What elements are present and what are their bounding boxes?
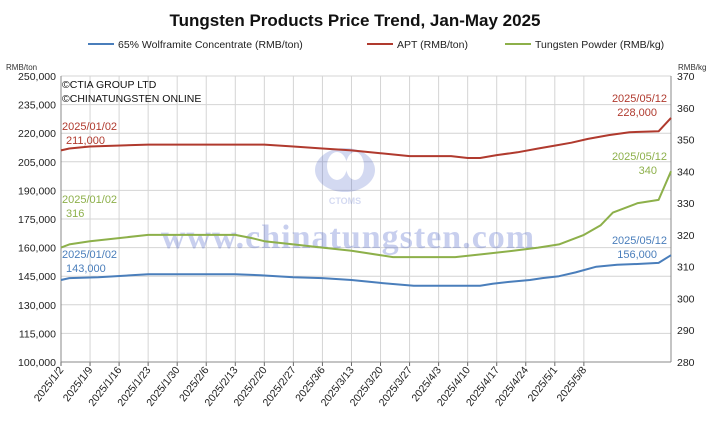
right-tick-label: 370 xyxy=(677,71,695,83)
annotation-value-1: 228,000 xyxy=(617,107,657,119)
right-axis-unit: RMB/kg xyxy=(678,63,706,72)
right-tick-label: 290 xyxy=(677,325,695,337)
series-line-2 xyxy=(60,170,672,259)
right-tick-label: 310 xyxy=(677,262,695,274)
legend: 65% Wolframite Concentrate (RMB/ton) APT … xyxy=(88,39,664,51)
annotation-date-5: 2025/05/12 xyxy=(612,235,667,247)
legend-label-1: APT (RMB/ton) xyxy=(397,39,468,51)
right-tick-label: 350 xyxy=(677,135,695,147)
left-tick-label: 115,000 xyxy=(19,328,56,340)
copyright-line-1: ©CTIA GROUP LTD xyxy=(62,79,157,91)
annotation-value-0: 211,000 xyxy=(66,135,105,147)
legend-label-2: Tungsten Powder (RMB/kg) xyxy=(535,39,664,51)
right-tick-label: 330 xyxy=(677,198,695,210)
annotation-value-4: 143,000 xyxy=(66,263,106,275)
left-tick-label: 190,000 xyxy=(18,185,56,197)
logo-mark xyxy=(315,148,375,192)
chart-title: Tungsten Products Price Trend, Jan-May 2… xyxy=(170,11,541,30)
right-tick-label: 340 xyxy=(677,166,695,178)
left-axis-unit: RMB/ton xyxy=(6,63,37,72)
left-tick-label: 145,000 xyxy=(18,271,56,283)
annotation-value-2: 316 xyxy=(66,208,84,220)
annotation-date-2: 2025/01/02 xyxy=(62,194,117,206)
annotation-date-0: 2025/01/02 xyxy=(62,121,117,133)
left-tick-label: 250,000 xyxy=(18,71,56,83)
watermark-logo: CTOMS xyxy=(315,148,375,206)
watermark-logo-text: CTOMS xyxy=(329,196,361,206)
annotation-date-1: 2025/05/12 xyxy=(612,93,667,105)
annotation-date-4: 2025/01/02 xyxy=(62,249,117,261)
annotation-value-3: 340 xyxy=(639,165,657,177)
left-tick-label: 100,000 xyxy=(18,357,56,369)
left-tick-label: 130,000 xyxy=(18,300,56,312)
series-layer xyxy=(60,117,672,287)
right-tick-label: 300 xyxy=(677,293,695,305)
left-tick-label: 220,000 xyxy=(18,128,56,140)
right-tick-label: 280 xyxy=(677,357,695,369)
legend-label-0: 65% Wolframite Concentrate (RMB/ton) xyxy=(118,39,303,51)
annotation-date-3: 2025/05/12 xyxy=(612,151,667,163)
logo-mark xyxy=(327,152,347,180)
right-tick-label: 320 xyxy=(677,230,695,242)
logo-mark xyxy=(346,152,364,180)
left-tick-label: 235,000 xyxy=(18,100,56,112)
left-tick-label: 175,000 xyxy=(18,214,56,226)
annotation-value-5: 156,000 xyxy=(617,249,657,261)
series-line-0 xyxy=(60,254,672,287)
left-tick-label: 160,000 xyxy=(18,243,56,255)
series-line-1 xyxy=(60,117,672,159)
copyright-line-2: ©CHINATUNGSTEN ONLINE xyxy=(62,93,201,105)
annotations: 2025/01/02 211,000 2025/05/12 228,000 2025/0… xyxy=(62,93,667,275)
right-tick-label: 360 xyxy=(677,103,695,115)
left-tick-label: 205,000 xyxy=(18,157,56,169)
